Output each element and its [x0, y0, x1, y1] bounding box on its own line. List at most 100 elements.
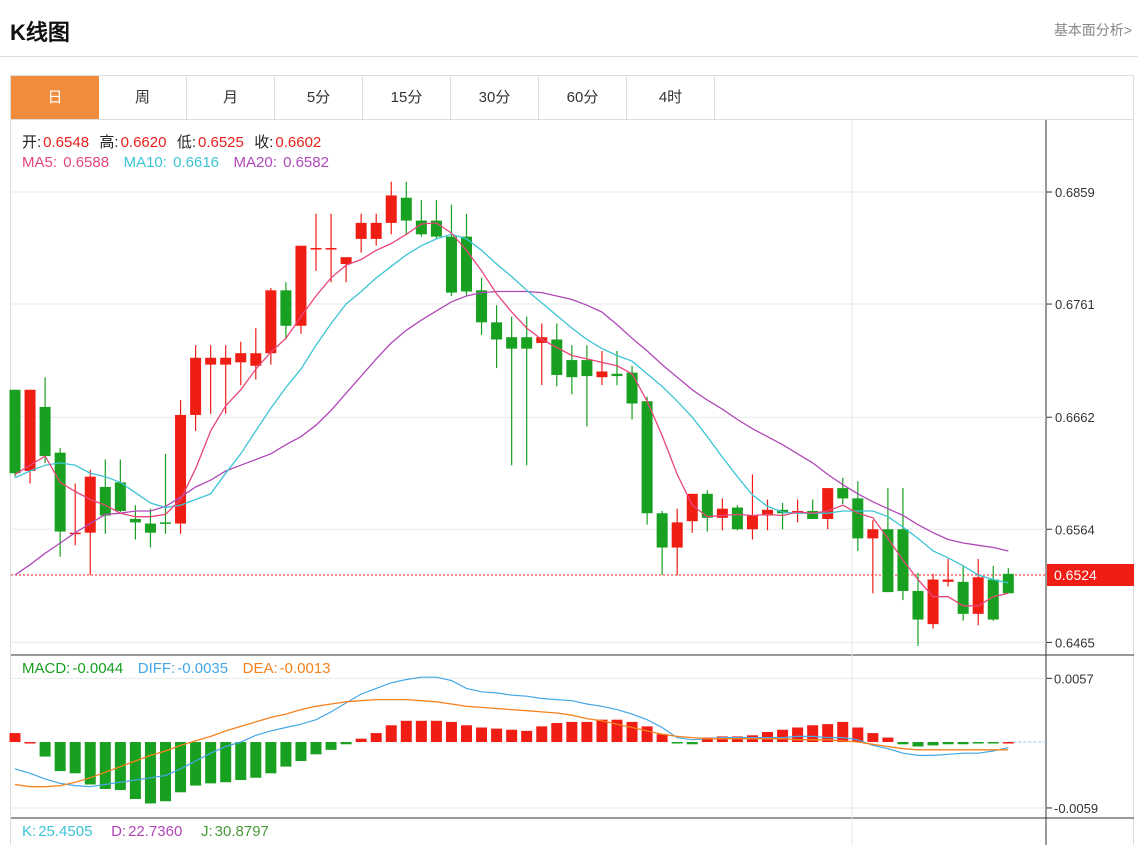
macd-bar-positive [461, 725, 472, 743]
macd-bar-positive [385, 725, 397, 743]
macd-bar-positive [355, 738, 367, 743]
macd-bar-negative [39, 742, 51, 757]
macd-bar-positive [430, 720, 442, 743]
macd-bar-positive [551, 723, 563, 743]
candle-up [220, 357, 232, 365]
macd-bar-negative [972, 742, 984, 744]
candle-down [415, 220, 427, 235]
macd-bar-positive [867, 733, 879, 743]
price-tick-label: 0.6564 [1055, 522, 1095, 537]
candle-up [295, 245, 307, 326]
macd-bar-negative [671, 742, 683, 744]
candle-down [461, 236, 472, 292]
macd-bar-positive [611, 719, 623, 743]
macd-bar-negative [280, 742, 292, 767]
price-tick-label: 0.6662 [1055, 410, 1095, 425]
tab-30min[interactable]: 30分 [451, 76, 539, 120]
ma-info: MA5: 0.6588 MA10: 0.6616 MA20: 0.6582 [22, 154, 331, 171]
tab-day[interactable]: 日 [11, 76, 99, 120]
j-value: 30.8797 [214, 823, 269, 840]
candle-down [521, 337, 533, 349]
macd-bar-negative [340, 742, 352, 745]
candle-down [641, 401, 653, 514]
macd-bar-negative [84, 742, 96, 785]
candle-down [551, 339, 563, 375]
candle-up [24, 389, 36, 471]
candle-down [9, 389, 21, 474]
macd-bar-positive [596, 719, 608, 743]
fundamental-analysis-link[interactable]: 基本面分析> [1053, 22, 1132, 38]
candle-down [114, 482, 126, 511]
ohlc-info: 开: 0.6548 高: 0.6620 低: 0.6525 收: 0.6602 [22, 131, 323, 152]
tab-week[interactable]: 周 [99, 76, 187, 120]
candle-down [701, 493, 713, 518]
candle-down [731, 507, 743, 530]
macd-bar-negative [205, 742, 217, 784]
candle-up [175, 414, 187, 524]
chart-frame [10, 119, 1134, 845]
macd-bar-negative [175, 742, 187, 793]
low-value: 0.6525 [197, 134, 244, 151]
macd-bar-negative [942, 742, 954, 745]
ma10-line [14, 233, 1009, 584]
candle-down [656, 513, 668, 548]
macd-bar-positive [656, 734, 668, 743]
tab-60min[interactable]: 60分 [539, 76, 627, 120]
macd-bar-positive [536, 726, 548, 743]
candle-down [54, 452, 66, 532]
macd-bar-positive [521, 730, 533, 743]
candle-down [566, 360, 578, 378]
macd-bar-positive [837, 721, 849, 743]
dea-value: -0.0013 [279, 660, 331, 677]
price-tick-label: 0.6761 [1055, 297, 1095, 312]
macd-bar-positive [882, 737, 894, 743]
ma5-value: 0.6588 [63, 154, 110, 171]
ma5-label: MA5: [22, 154, 58, 171]
candle-down [987, 579, 999, 620]
macd-bar-negative [295, 742, 307, 762]
macd-bar-negative [54, 742, 66, 772]
last-price-label: 0.6524 [1054, 567, 1097, 583]
candle-down [1002, 573, 1014, 594]
macd-info: MACD: -0.0044 DIFF: -0.0035 DEA: -0.0013 [22, 660, 333, 677]
tab-15min[interactable]: 15分 [363, 76, 451, 120]
macd-bar-positive [581, 721, 593, 743]
candle-down [882, 529, 894, 593]
candle-down [807, 510, 819, 519]
candle-down [400, 197, 412, 221]
ma20-value: 0.6582 [283, 154, 329, 171]
macd-bar-positive [9, 733, 21, 743]
macd-bar-negative [160, 742, 171, 802]
candle-up [746, 515, 758, 530]
candle-up [84, 476, 96, 533]
tab-4h[interactable]: 4时 [627, 76, 715, 120]
high-label: 高: [99, 134, 119, 151]
macd-bar-negative [912, 742, 924, 747]
macd-tick-label: -0.0059 [1054, 801, 1098, 816]
candle-down [99, 486, 111, 516]
ma20-label: MA20: [233, 154, 277, 171]
price-tick-label: 0.6465 [1055, 635, 1095, 650]
diff-line [14, 676, 1009, 788]
macd-bar-negative [927, 742, 939, 746]
candle-up [340, 257, 352, 265]
candle-up [325, 248, 337, 250]
macd-bar-positive [626, 721, 638, 743]
close-label: 收: [254, 134, 274, 151]
page-header: K线图 基本面分析> [0, 0, 1138, 57]
candle-down [611, 373, 623, 377]
macd-value: -0.0044 [72, 660, 124, 677]
macd-bar-positive [701, 737, 713, 743]
macd-bar-negative [220, 742, 232, 783]
macd-bar-negative [129, 742, 141, 800]
candle-up [250, 353, 262, 366]
candle-up [310, 248, 322, 250]
macd-bar-positive [641, 726, 653, 743]
candle-down [280, 290, 292, 326]
j-label: J: [201, 823, 213, 840]
ma5-line [14, 222, 1009, 607]
tab-month[interactable]: 月 [187, 76, 275, 120]
page-title: K线图 [10, 20, 70, 45]
tab-5min[interactable]: 5分 [275, 76, 363, 120]
